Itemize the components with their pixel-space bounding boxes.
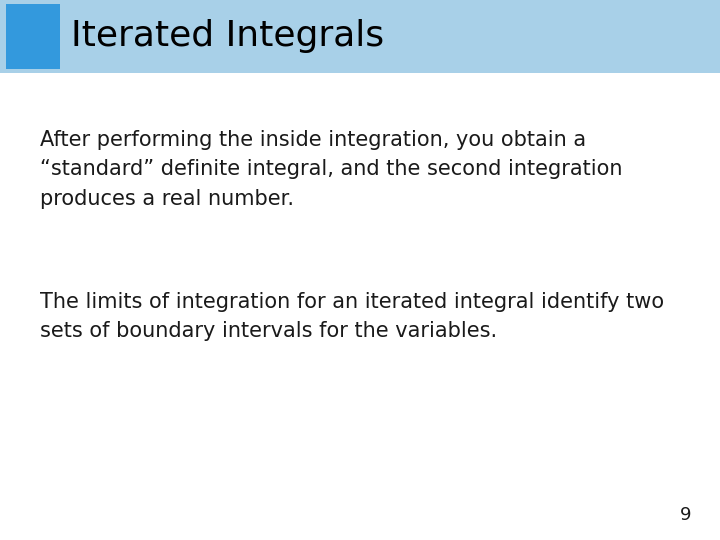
Text: The limits of integration for an iterated integral identify two
sets of boundary: The limits of integration for an iterate… xyxy=(40,292,664,341)
Bar xyxy=(6,4,60,69)
Text: 9: 9 xyxy=(680,506,691,524)
Bar xyxy=(0,0,720,73)
Text: Iterated Integrals: Iterated Integrals xyxy=(71,19,384,53)
Text: After performing the inside integration, you obtain a
“standard” definite integr: After performing the inside integration,… xyxy=(40,130,622,209)
